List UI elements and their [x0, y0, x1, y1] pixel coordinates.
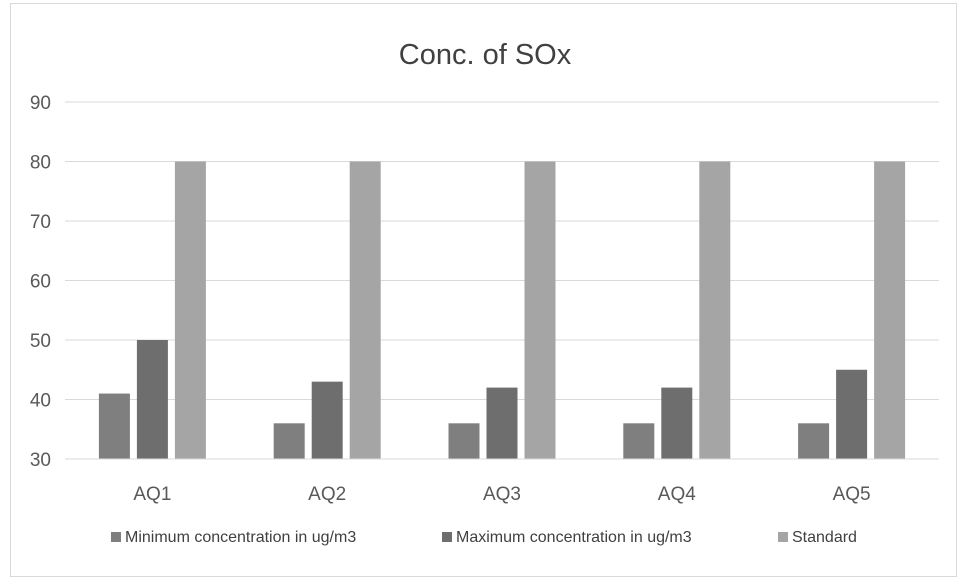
y-tick-label: 50 — [30, 331, 51, 352]
legend: Minimum concentration in ug/m3 Maximum co… — [111, 529, 857, 546]
bar-aq1-series-1 — [98, 393, 130, 459]
bar-aq2-series-2 — [311, 381, 343, 459]
y-tick-label: 80 — [30, 153, 51, 174]
bar-aq4-series-2 — [661, 387, 693, 459]
x-category-label: AQ3 — [483, 484, 521, 505]
legend-label: Minimum concentration in ug/m3 — [125, 529, 356, 546]
bar-aq5-series-2 — [836, 369, 868, 459]
legend-swatch — [442, 532, 452, 542]
legend-label: Maximum concentration in ug/m3 — [456, 529, 692, 546]
y-tick-label: 90 — [30, 93, 51, 114]
x-axis-category-labels: AQ1 AQ2 AQ3 AQ4 AQ5 — [133, 484, 870, 505]
bar-aq5-series-1 — [798, 423, 830, 459]
bar-aq2-series-3 — [349, 161, 381, 459]
bar-aq4-series-3 — [699, 161, 731, 459]
bar-aq1-series-3 — [174, 161, 206, 459]
x-category-label: AQ5 — [833, 484, 871, 505]
y-tick-label: 30 — [30, 450, 51, 471]
bar-aq1-series-2 — [136, 340, 168, 459]
bar-aq2-series-1 — [273, 423, 305, 459]
bar-aq4-series-1 — [623, 423, 655, 459]
bars — [98, 161, 906, 459]
chart-canvas: Conc. of SOx 30 40 50 60 70 80 90 AQ1 AQ2 AQ3 AQ4… — [30, 39, 939, 546]
x-category-label: AQ4 — [658, 484, 696, 505]
x-category-label: AQ2 — [308, 484, 346, 505]
bar-aq5-series-3 — [874, 161, 906, 459]
x-category-label: AQ1 — [133, 484, 171, 505]
y-tick-label: 40 — [30, 391, 51, 412]
bar-aq3-series-2 — [486, 387, 518, 459]
y-tick-label: 70 — [30, 212, 51, 233]
legend-label: Standard — [792, 529, 857, 546]
bar-aq3-series-3 — [524, 161, 556, 459]
legend-swatch — [111, 532, 121, 542]
chart-title: Conc. of SOx — [399, 39, 572, 71]
y-tick-label: 60 — [30, 272, 51, 293]
chart-frame: Conc. of SOx 30 40 50 60 70 80 90 AQ1 AQ2 AQ3 AQ4… — [10, 3, 957, 577]
legend-swatch — [778, 532, 788, 542]
bar-aq3-series-1 — [448, 423, 480, 459]
gridlines — [65, 101, 939, 400]
y-axis-tick-labels: 30 40 50 60 70 80 90 — [30, 93, 51, 471]
